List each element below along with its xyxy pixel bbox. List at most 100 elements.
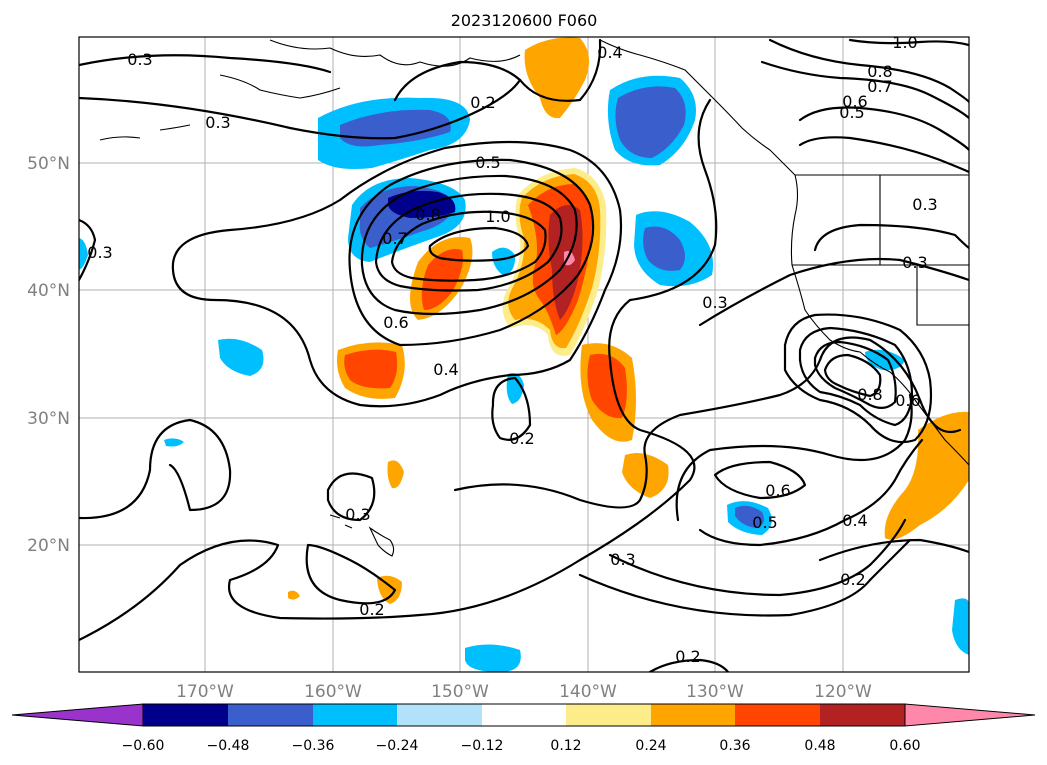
longitude-labels: 170°W 160°W 150°W 140°W 130°W 120°W [176,682,872,702]
colorbar-segment [228,704,313,726]
colorbar-segment [313,704,397,726]
contour-line [79,98,718,642]
borders [792,174,969,326]
contour-label: 0.3 [205,113,230,132]
contour-label: 0.4 [433,360,458,379]
shade-positive [524,37,589,119]
contour-label: 0.5 [839,103,864,122]
contour-label: 0.5 [752,513,777,532]
map-frame [78,36,970,673]
colorbar-ticks: −0.60 −0.48 −0.36 −0.24 −0.12 0.12 0.24 … [122,738,921,754]
contour-line [760,60,969,120]
contour-label: 0.8 [857,385,882,404]
hawaii-islands [368,526,395,557]
contour-label: 0.3 [702,293,727,312]
coastlines [99,39,969,557]
colorbar-tick-label: 0.48 [804,738,835,754]
shade-negative [465,644,521,672]
contour-line [608,518,907,597]
shade-positive [884,411,969,540]
contour-label: 0.2 [509,429,534,448]
contour-label: 0.6 [383,313,408,332]
contour-label: 0.2 [470,93,495,112]
contour-line [768,38,969,104]
lat-label: 20°N [27,536,70,556]
lat-label: 40°N [27,281,70,301]
shade-negative [492,247,516,276]
alaska-peninsula-coast [269,39,521,67]
lon-label: 170°W [176,682,234,702]
contour-line [79,418,232,520]
contour-label: 1.0 [485,207,510,226]
contour-lines [79,38,969,672]
contour-line [823,353,882,398]
colorbar-segment [651,704,735,726]
contour-line [813,223,969,252]
shade-positive [377,575,402,604]
contour-line [428,226,530,262]
contour-label: 0.3 [902,253,927,272]
aleutian-islands [99,124,191,141]
shade-negative [164,438,184,447]
contour-label: 0.2 [675,647,700,666]
colorbar-segment [482,704,566,726]
colorbar-tick-label: −0.60 [122,738,165,754]
colorbar-extend-min [11,703,144,727]
contour-line [518,38,602,102]
colorbar-tick-label: 0.12 [550,738,581,754]
contour-line [171,140,623,408]
contour-label: 0.2 [359,600,384,619]
lon-label: 150°W [431,682,489,702]
contour-label: 0.6 [895,391,920,410]
contour-line [648,658,730,672]
contour-line [813,340,897,409]
contour-label: 0.4 [842,511,867,530]
shade-negative [388,190,456,218]
contour-label: 0.4 [597,43,622,62]
shade-positive [622,452,669,498]
contour-line [305,543,397,605]
contour-labels: 0.3 0.3 0.2 0.4 1.0 0.8 0.7 0.6 0.5 0.5 … [87,33,937,666]
colorbar-segment [820,704,905,726]
aleutian-islands [219,74,341,99]
contour-label: 0.3 [912,195,937,214]
colorbar-tick-label: 0.24 [635,738,666,754]
contour-line [698,438,924,547]
contour-label: 1.0 [892,33,917,52]
contour-line [783,313,933,444]
plot-title: 2023120600 F060 [451,11,598,30]
contour-line [798,326,914,427]
colorbar-tick-label: −0.48 [207,738,250,754]
contour-line [675,393,913,522]
contour-line [348,158,595,347]
contour-line [798,136,969,174]
shade-negative [952,598,969,655]
north-america-coast [599,39,969,466]
contour-label: 0.3 [87,243,112,262]
contour-line [453,336,962,509]
contour-label: 0.8 [867,62,892,81]
contour-line [360,174,578,316]
contour-line [393,60,522,102]
contour-line [798,106,969,152]
colorbar-tick-label: −0.12 [461,738,504,754]
colorbar-tick-label: 0.60 [889,738,920,754]
lon-label: 160°W [304,682,362,702]
colorbar-segment [397,704,482,726]
contour-label: 0.6 [765,481,790,500]
shade-negative [865,349,905,371]
shade-negative [218,338,264,376]
contour-line [79,78,522,140]
contour-line [713,460,807,500]
contour-line [698,257,969,327]
contour-line [818,538,969,562]
colorbar-extend-max [904,703,1036,727]
contour-label: 0.3 [345,505,370,524]
contour-line [79,54,332,74]
contour-label: 0.8 [415,205,440,224]
colorbar-segment [143,704,228,726]
shade-negative [79,238,88,270]
contour-label: 0.7 [382,229,407,248]
contour-label: 0.2 [840,570,865,589]
